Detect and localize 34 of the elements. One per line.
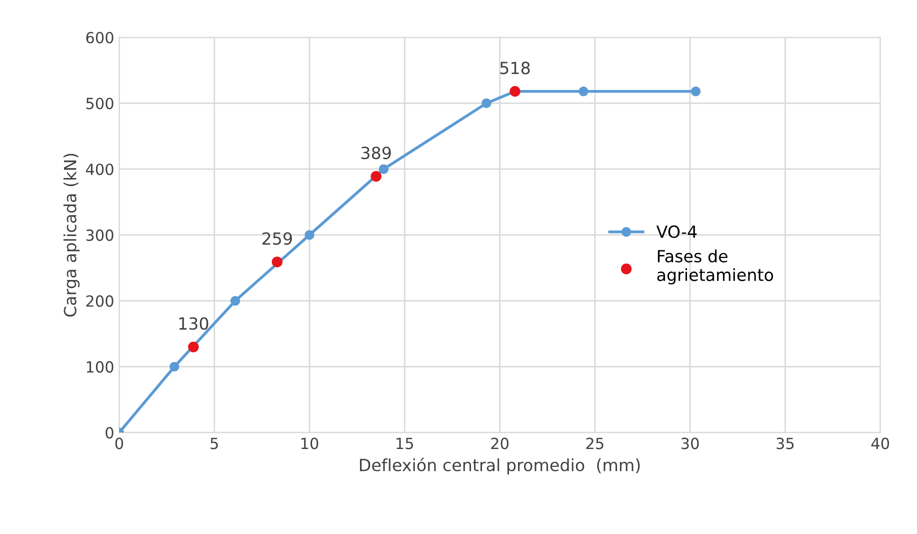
point	[272, 256, 282, 268]
data-label: 389	[361, 146, 391, 160]
point	[578, 86, 588, 96]
y-tick-label: 600	[86, 32, 114, 44]
x-tick-label: 20	[491, 438, 508, 450]
data-label: 259	[262, 232, 292, 245]
x-tick-label: 30	[681, 438, 699, 450]
x-tick-label: 35	[776, 438, 794, 450]
legend-label: VO-4	[656, 225, 697, 238]
y-tick-label: 100	[86, 361, 114, 373]
point	[690, 86, 701, 96]
point	[230, 296, 240, 306]
x-tick-label: 10	[301, 438, 318, 450]
point	[482, 98, 492, 108]
y-axis-title: Carga aplicada (kN)	[64, 154, 80, 317]
y-tick-label: 200	[86, 295, 114, 307]
legend-label: Fases de agrietamiento	[657, 250, 774, 284]
y-tick-label: 400	[86, 164, 114, 176]
y-tick-label: 0	[106, 427, 114, 439]
y-tick-label: 300	[86, 229, 114, 241]
point	[170, 362, 180, 372]
point	[378, 164, 389, 174]
x-tick-label: 25	[586, 438, 604, 450]
point	[304, 230, 314, 240]
point	[370, 170, 382, 182]
data-label: 130	[179, 317, 208, 330]
x-tick-label: 15	[396, 438, 414, 450]
x-tick-label: 5	[210, 438, 218, 450]
x-tick-label: 0	[115, 438, 124, 450]
point	[188, 342, 199, 352]
x-axis-title: Deflexión central promedio (mm)	[360, 458, 640, 475]
x-tick-label: 40	[871, 438, 890, 450]
data-label: 518	[500, 62, 530, 74]
y-tick-label: 500	[86, 98, 114, 110]
